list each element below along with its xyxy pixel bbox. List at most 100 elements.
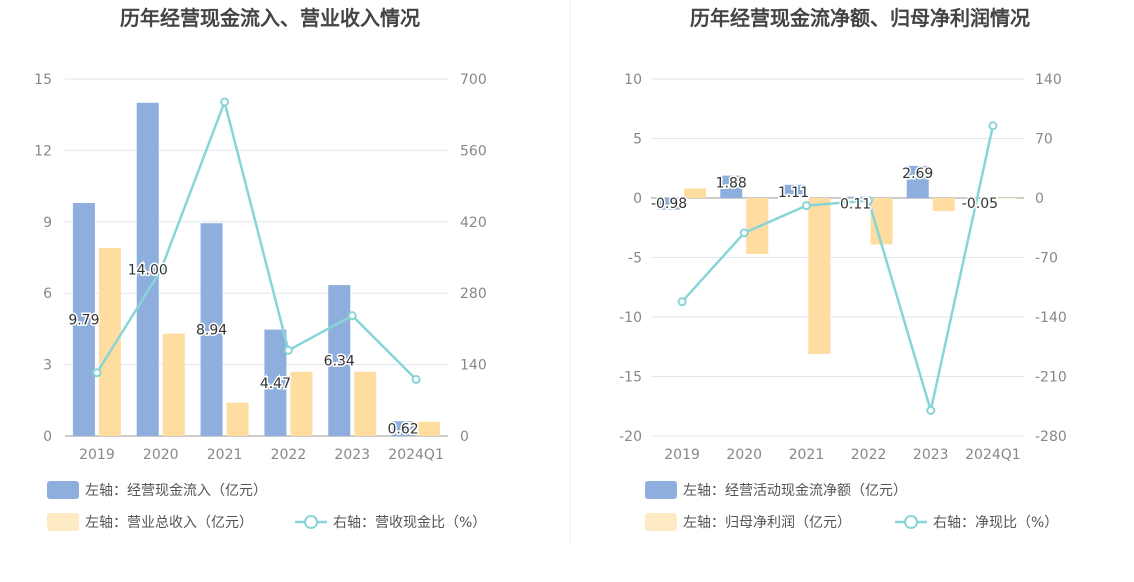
chart2-title: 历年经营现金流净额、归母净利润情况 <box>690 6 1030 30</box>
chart2-line-point <box>801 201 811 211</box>
chart1-y-right-tick: 140 <box>460 358 487 374</box>
chart1-title: 历年经营现金流入、营业收入情况 <box>120 6 420 30</box>
chart1-bar-2 <box>162 333 185 436</box>
chart1-bar-2 <box>290 371 313 436</box>
chart1-y-right-tick: 700 <box>460 72 487 88</box>
chart1-bar-1 <box>328 285 351 436</box>
chart1-legend-swatch <box>47 481 79 499</box>
chart2-line-series <box>681 125 995 411</box>
chart2-x-tick-label: 2019 <box>664 447 700 463</box>
chart2-y-right-tick: -280 <box>1035 429 1067 445</box>
chart2-y-left-tick: -10 <box>619 310 642 326</box>
chart1-y-right-tick: 560 <box>460 143 487 159</box>
chart1-x-tick-label: 2024Q1 <box>388 447 444 463</box>
chart2-y-right-tick: -140 <box>1035 310 1067 326</box>
chart1-line-point <box>92 368 102 378</box>
chart2-bar-2 <box>684 188 707 198</box>
chart1-line-point <box>347 311 357 321</box>
chart1-y-left-tick: 12 <box>34 143 52 159</box>
chart2-legend-label: 左轴：归母净利润（亿元） <box>683 514 851 531</box>
chart2-x-tick-label: 2023 <box>913 447 949 463</box>
chart1-y-left-tick: 9 <box>43 215 52 231</box>
chart1-bar-1 <box>264 329 287 436</box>
chart2-bar-2 <box>870 198 893 245</box>
chart2-legend-swatch <box>645 481 677 499</box>
chart1-legend-label: 左轴：经营现金流入（亿元） <box>85 483 267 499</box>
chart1-line-point <box>220 97 230 107</box>
chart2-legend-label: 左轴：经营活动现金流净额（亿元） <box>683 483 907 499</box>
chart2-data-label: -0.05 <box>962 196 998 212</box>
chart2-bar-2 <box>808 198 831 354</box>
chart2-bar-1 <box>782 184 805 198</box>
chart1-y-left-tick: 15 <box>34 72 52 88</box>
chart-panel-2: 历年经营现金流净额、归母净利润情况 10 140 5 70 0 0 -5 -70 -10 -140 -… <box>619 6 1067 531</box>
chart2-data-label: -0.98 <box>651 196 687 212</box>
chart2-bar-1 <box>844 196 867 198</box>
chart1-bar-2 <box>98 247 121 436</box>
chart1-line-series <box>95 97 417 381</box>
chart2-data-label: 2.69 <box>902 166 933 182</box>
chart2-legend-marker <box>904 515 918 529</box>
chart2-data-label: 1.88 <box>716 176 747 192</box>
chart1-bar-2 <box>418 421 441 436</box>
chart2-y-right-tick: 0 <box>1035 191 1044 207</box>
chart1-x-tick-label: 2019 <box>79 447 115 463</box>
chart1-data-label: 6.34 <box>324 354 355 370</box>
chart1-bar-1 <box>200 223 223 436</box>
chart2-y-left-tick: 10 <box>624 72 642 88</box>
chart2-y-left-tick: -15 <box>619 370 642 386</box>
chart1-x-tick-label: 2021 <box>207 447 243 463</box>
chart2-bar-1 <box>906 165 929 198</box>
chart2-legend-swatch <box>645 513 677 531</box>
chart2-y-left-tick: -20 <box>619 429 642 445</box>
chart1-line-point <box>156 265 166 275</box>
chart2-bar-1 <box>658 198 681 210</box>
chart1-legend-label: 左轴：营业总收入（亿元） <box>85 515 253 531</box>
chart2-x-tick-label: 2021 <box>789 447 825 463</box>
chart2-data-label: 0.11 <box>840 197 871 213</box>
chart2-bar-2 <box>994 198 1017 199</box>
chart1-data-label: 0.62 <box>387 422 418 438</box>
chart1-x-tick-label: 2022 <box>271 447 307 463</box>
chart2-y-right-tick: 140 <box>1035 72 1062 88</box>
chart1-y-left-tick: 3 <box>43 358 52 374</box>
chart1-data-label: 8.94 <box>196 323 227 339</box>
chart1-bar-1 <box>72 202 95 436</box>
chart1-y-right-tick: 420 <box>460 215 487 231</box>
chart1-data-label: 4.47 <box>260 376 291 392</box>
chart2-line-point <box>739 228 749 238</box>
chart2-line-point <box>988 121 998 131</box>
chart2-x-tick-label: 2020 <box>726 447 762 463</box>
chart1-y-right-tick: 0 <box>460 429 469 445</box>
chart2-y-right-tick: -70 <box>1035 251 1058 267</box>
chart2-line-point <box>926 406 936 415</box>
chart2-x-tick-label: 2024Q1 <box>965 447 1021 463</box>
chart1-legend-marker <box>304 515 318 529</box>
chart2-line-point <box>677 297 687 307</box>
chart2-bar-1 <box>720 175 743 198</box>
chart2-bar-1 <box>968 198 991 199</box>
chart2-y-right-tick: 70 <box>1035 132 1053 148</box>
chart1-data-label: 9.79 <box>68 312 99 328</box>
chart1-bar-1 <box>136 102 159 437</box>
chart2-y-right-tick: -210 <box>1035 370 1067 386</box>
chart2-y-left-tick: 5 <box>633 132 642 148</box>
chart1-legend-label: 右轴：营收现金比（%） <box>333 515 486 531</box>
chart1-bar-2 <box>354 371 377 436</box>
chart1-data-label: 14.00 <box>128 262 168 278</box>
chart2-line-point <box>864 196 874 206</box>
chart2-bar-2 <box>932 198 955 212</box>
chart2-y-left-tick: 0 <box>633 191 642 207</box>
chart1-y-left-tick: 0 <box>43 429 52 445</box>
chart2-x-tick-label: 2022 <box>851 447 887 463</box>
chart2-data-label: 1.11 <box>778 185 809 201</box>
chart1-bar-2 <box>226 402 249 436</box>
chart1-bar-1 <box>392 421 415 436</box>
chart1-x-tick-label: 2020 <box>143 447 179 463</box>
chart1-x-tick-label: 2023 <box>334 447 370 463</box>
chart1-legend-swatch <box>47 513 79 531</box>
chart1-line-point <box>411 374 421 384</box>
chart2-y-left-tick: -5 <box>628 251 642 267</box>
